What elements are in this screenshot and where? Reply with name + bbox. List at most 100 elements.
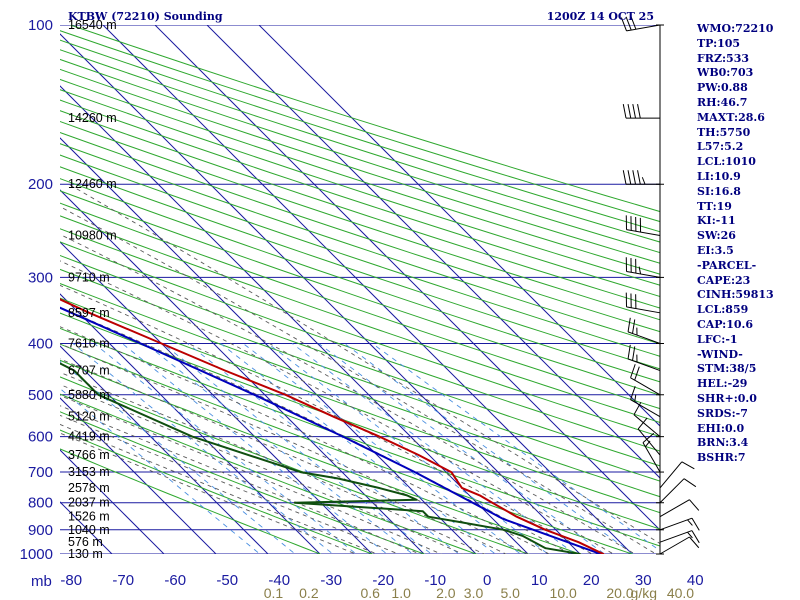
moist-adiabat-line	[60, 395, 443, 554]
wind-barb-shaft	[642, 442, 661, 473]
wind-barb	[630, 364, 661, 396]
wind-barbs	[620, 15, 700, 555]
wind-barb	[659, 530, 700, 544]
mixing-ratio-line	[291, 343, 576, 554]
wind-barb-shaft	[637, 428, 661, 456]
mixing-ratio-tick-label: 0.6	[361, 585, 381, 600]
mixing-ratio-tick-label: 2.0	[436, 585, 456, 600]
mixing-ratio-line	[145, 343, 414, 554]
wind-barb-feather	[622, 104, 627, 119]
sounding-index: SHR+:0.0	[697, 391, 757, 405]
height-label: 1526 m	[68, 510, 110, 524]
height-label: 7610 m	[68, 336, 110, 350]
height-label: 130 m	[68, 547, 103, 561]
mixing-ratio-tick-label: 0.2	[299, 585, 319, 600]
wind-barb-feather	[632, 346, 636, 361]
temperature-tick-label: -80	[60, 572, 82, 589]
wind-barb	[620, 15, 661, 32]
mixing-ratio-tick-label: 0.1	[264, 585, 284, 600]
dry-adiabat-line	[60, 190, 660, 396]
dry-adiabat-line	[60, 343, 634, 554]
sounding-index: WMO:72210	[697, 22, 774, 35]
wind-barb-shaft	[630, 377, 661, 396]
wind-barb-shaft	[630, 399, 661, 418]
temperature-tick-label: 40	[687, 572, 704, 589]
mixing-ratio-line	[344, 343, 635, 554]
sounding-index: L57:5.2	[697, 140, 744, 154]
sounding-index: LCL:1010	[697, 155, 756, 169]
isotherm-line	[206, 25, 660, 479]
wind-barb-feather	[642, 432, 655, 443]
dry-adiabat-line	[60, 58, 660, 254]
height-label: 12460 m	[68, 177, 117, 191]
sounding-index: SW:26	[697, 229, 736, 243]
wind-barb-feather	[637, 104, 641, 119]
moist-adiabat-line	[60, 260, 615, 554]
wind-barb-shaft	[626, 306, 661, 314]
wind-barb	[659, 536, 700, 555]
mixing-ratio-tick-label: 20.0	[606, 585, 633, 600]
wind-barb	[625, 292, 661, 314]
sounding-index: LI:10.9	[697, 169, 741, 183]
mixing-ratio-tick-label: 10.0	[550, 585, 577, 600]
mixing-ratio-line	[242, 343, 522, 554]
height-label: 8597 m	[68, 306, 110, 320]
wind-barb-feather	[637, 170, 641, 185]
wind-barb	[637, 417, 661, 456]
pressure-tick-label: 1000	[20, 546, 53, 563]
dry-adiabat-line	[60, 448, 322, 554]
wind-barb-feather	[634, 394, 637, 403]
wind-barb-feather	[689, 536, 700, 549]
sounding-index: FRZ:533	[697, 51, 750, 65]
height-label: 6707 m	[68, 364, 110, 378]
temperature-tick-label: -50	[216, 572, 238, 589]
wind-barb-feather	[691, 517, 700, 531]
wind-barb-shaft	[659, 478, 685, 504]
wind-barb-feather	[691, 530, 700, 544]
dry-adiabat-line	[60, 154, 660, 357]
wind-barb	[622, 104, 660, 119]
sounding-index: BRN:3.4	[697, 436, 749, 450]
wind-barb-shaft	[626, 229, 661, 237]
sounding-index: PW:0.88	[697, 81, 748, 95]
dry-adiabat-line	[60, 268, 660, 482]
dry-adiabat-line	[60, 120, 660, 321]
sounding-traces	[60, 298, 605, 554]
isotherm-line	[60, 241, 373, 554]
wind-barb-shaft	[659, 530, 693, 543]
mixing-ratio-line	[162, 343, 433, 554]
pressure-tick-label: 200	[28, 176, 53, 193]
wind-barb-feather	[625, 16, 632, 31]
dry-adiabat-line	[60, 327, 660, 547]
wind-barb-feather	[632, 170, 637, 185]
chart-title: KTBW (72210) Sounding	[68, 10, 223, 23]
temperature-tick-label: 0	[483, 572, 491, 589]
height-label: 5880 m	[68, 388, 110, 402]
sounding-index: MAXT:28.6	[697, 110, 765, 124]
isotherm-line	[258, 25, 660, 427]
wind-barb-feather	[627, 170, 632, 185]
moist-adiabat-line	[60, 414, 400, 554]
pressure-tick-label: 800	[28, 495, 53, 512]
height-label: 576 m	[68, 535, 103, 549]
dry-adiabat-line	[60, 143, 660, 345]
sounding-indices-list: WMO:72210 TP:105 FRZ:533 WB0:703 PW:0.88 RH:4…	[697, 22, 774, 466]
chart-time-label: 1200Z 14 OCT 25	[547, 10, 654, 23]
pressure-tick-label: 900	[28, 522, 53, 539]
sounding-index: -PARCEL-	[697, 258, 757, 272]
wind-barb	[659, 461, 695, 489]
height-label: 3153 m	[68, 465, 110, 479]
wind-barb-feather	[638, 266, 642, 275]
temperature-tick-label: 30	[635, 572, 652, 589]
isotherm-line	[60, 449, 165, 554]
wind-barb-shaft	[659, 517, 693, 531]
wind-barb-feather	[634, 366, 640, 381]
pressure-tick-label: 700	[28, 464, 53, 481]
dry-adiabat-line	[60, 166, 660, 370]
height-label: 5120 m	[68, 410, 110, 424]
height-label: 16540 m	[68, 18, 117, 32]
moist-adiabat-line	[60, 206, 657, 554]
height-label: 14260 m	[68, 111, 117, 125]
